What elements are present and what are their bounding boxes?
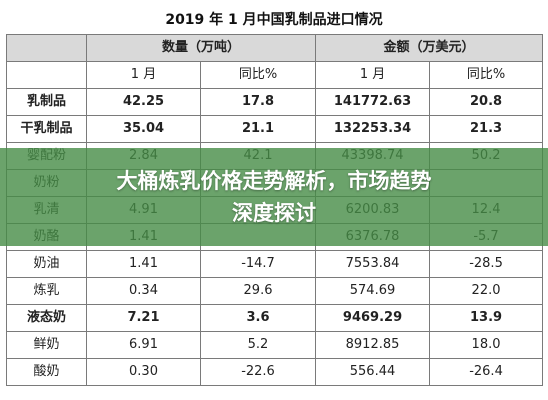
row-label: 酸奶	[6, 358, 87, 386]
cell-amt-yoy: 18.0	[429, 331, 544, 359]
banner-title-line-1: 大桶炼乳价格走势解析，市场趋势	[116, 169, 432, 193]
cell-amt-yoy: 21.3	[429, 115, 544, 143]
cell-qty-month: 1.41	[86, 250, 201, 278]
cell-qty-yoy: 17.8	[199, 88, 317, 116]
cell-amt-yoy: -26.4	[429, 358, 544, 386]
table-row: 液态奶 7.21 3.6 9469.29 13.9	[6, 304, 544, 332]
cell-qty-month: 6.91	[86, 331, 201, 359]
row-label: 奶油	[6, 250, 87, 278]
row-label: 干乳制品	[6, 115, 87, 143]
cell-qty-month: 42.25	[86, 88, 201, 116]
cell-amt-month: 141772.63	[315, 88, 431, 116]
cell-amt-yoy: 13.9	[429, 304, 544, 332]
cell-amt-yoy: -28.5	[429, 250, 544, 278]
banner-title-line-2: 深度探讨	[232, 201, 316, 225]
cell-amt-month: 7553.84	[315, 250, 431, 278]
sub-header-qty-month: 1 月	[86, 61, 201, 89]
cell-qty-yoy: 5.2	[199, 331, 317, 359]
cell-qty-month: 35.04	[86, 115, 201, 143]
row-label: 炼乳	[6, 277, 87, 305]
cell-qty-yoy: -14.7	[199, 250, 317, 278]
table-row: 酸奶 0.30 -22.6 556.44 -26.4	[6, 358, 544, 386]
cell-amt-month: 8912.85	[315, 331, 431, 359]
group-header-amount: 金额（万美元）	[315, 34, 544, 62]
corner-cell	[6, 34, 87, 62]
group-header-row: 数量（万吨） 金额（万美元）	[6, 34, 544, 62]
row-label: 鲜奶	[6, 331, 87, 359]
cell-qty-yoy: 21.1	[199, 115, 317, 143]
corner-cell-2	[6, 61, 87, 89]
cell-qty-month: 0.34	[86, 277, 201, 305]
table-row: 乳制品 42.25 17.8 141772.63 20.8	[6, 88, 544, 116]
cell-qty-yoy: 29.6	[199, 277, 317, 305]
cell-amt-yoy: 22.0	[429, 277, 544, 305]
table-row: 奶油 1.41 -14.7 7553.84 -28.5	[6, 250, 544, 278]
title-banner: 大桶炼乳价格走势解析，市场趋势 深度探讨	[0, 148, 548, 246]
cell-amt-month: 132253.34	[315, 115, 431, 143]
table-row: 炼乳 0.34 29.6 574.69 22.0	[6, 277, 544, 305]
row-label: 乳制品	[6, 88, 87, 116]
sub-header-qty-yoy: 同比%	[199, 61, 317, 89]
cell-qty-yoy: 3.6	[199, 304, 317, 332]
cell-amt-month: 9469.29	[315, 304, 431, 332]
row-label: 液态奶	[6, 304, 87, 332]
table-row: 干乳制品 35.04 21.1 132253.34 21.3	[6, 115, 544, 143]
sub-header-row: 1 月 同比% 1 月 同比%	[6, 61, 544, 89]
table-row: 鲜奶 6.91 5.2 8912.85 18.0	[6, 331, 544, 359]
group-header-quantity: 数量（万吨）	[85, 34, 317, 62]
cell-qty-month: 7.21	[86, 304, 201, 332]
table-title: 2019 年 1 月中国乳制品进口情况	[165, 12, 383, 28]
cell-qty-month: 0.30	[86, 358, 201, 386]
sub-header-amt-yoy: 同比%	[429, 61, 544, 89]
cell-amt-yoy: 20.8	[429, 88, 544, 116]
cell-amt-month: 574.69	[315, 277, 431, 305]
sub-header-amt-month: 1 月	[315, 61, 431, 89]
cell-amt-month: 556.44	[315, 358, 431, 386]
cell-qty-yoy: -22.6	[199, 358, 317, 386]
